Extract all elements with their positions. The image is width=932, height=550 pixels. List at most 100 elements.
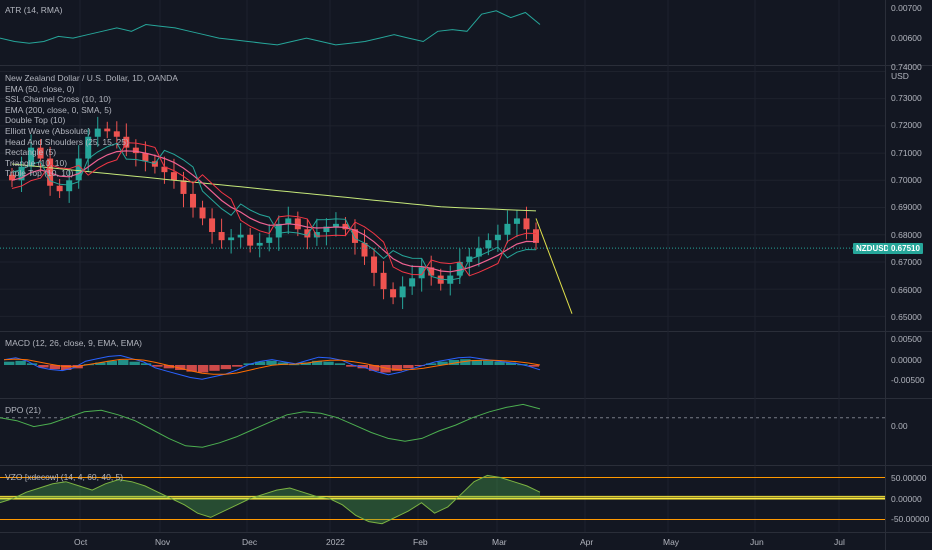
candle-body <box>18 166 25 181</box>
macd-histogram-bar <box>414 365 425 366</box>
candle-body <box>285 218 292 224</box>
time-axis-label: Feb <box>413 537 428 547</box>
dpo-label[interactable]: DPO (21) <box>5 405 41 415</box>
candle-body <box>294 218 301 230</box>
macd-histogram-bar <box>425 363 437 365</box>
indicator-label[interactable]: Triangle (10, 10) <box>5 157 68 168</box>
candle-body <box>332 223 339 227</box>
indicator-label[interactable]: EMA (50, close, 0) <box>5 83 75 94</box>
macd-histogram-bar <box>266 360 277 365</box>
vzo-area <box>0 475 540 524</box>
price-axis-separator <box>885 0 886 550</box>
indicator-label[interactable]: EMA (200, close, 0, SMA, 5) <box>5 104 112 115</box>
candle-body <box>37 147 44 159</box>
candle-body <box>161 166 168 173</box>
macd-histogram-bar <box>61 365 72 370</box>
candle-body <box>533 229 539 243</box>
candle-body <box>247 234 254 246</box>
atr-line <box>0 10 541 46</box>
ema200-line <box>11 163 537 212</box>
projection-line <box>535 218 573 314</box>
macd-histogram-bar <box>15 360 26 365</box>
macd-histogram-bar <box>403 365 414 369</box>
candle-body <box>170 172 177 181</box>
candle-body <box>513 218 520 224</box>
price-axis-label: 0.65000 <box>891 312 922 322</box>
macd-histogram-bar <box>175 365 186 370</box>
macd-pane-separator <box>0 331 932 332</box>
time-axis-label: 2022 <box>326 537 345 547</box>
candle-body <box>409 278 416 287</box>
candle-body <box>237 234 244 238</box>
time-axis-label: Mar <box>492 537 507 547</box>
macd-histogram-bar <box>494 361 505 365</box>
vzo-legend[interactable]: VZO [xdecow] (14, 4, 60, 40, 5) <box>5 472 123 483</box>
macd-histogram-bar <box>471 360 482 365</box>
macd-label[interactable]: MACD (12, 26, close, 9, EMA, EMA) <box>5 338 142 348</box>
candle-body <box>475 248 482 257</box>
currency-label: USD <box>891 71 909 81</box>
macd-histogram-bar <box>254 361 266 365</box>
dpo-legend[interactable]: DPO (21) <box>5 405 41 416</box>
price-axis-label: 0.71000 <box>891 148 922 158</box>
macd-histogram-bar <box>26 363 38 365</box>
indicator-label[interactable]: Elliott Wave (Absolute) <box>5 125 91 136</box>
macd-histogram-bar <box>334 363 346 365</box>
macd-histogram-bar <box>460 359 471 365</box>
time-axis-label: Jun <box>750 537 764 547</box>
indicator-label[interactable]: SSL Channel Cross (10, 10) <box>5 94 111 105</box>
macd-histogram-bar <box>437 361 448 365</box>
time-axis-label: Oct <box>74 537 88 547</box>
candle-body <box>228 237 235 241</box>
macd-histogram-bar <box>220 365 232 370</box>
price-axis-label: 0.67000 <box>891 257 922 267</box>
candle-body <box>380 272 387 290</box>
macd-histogram-bar <box>346 365 357 367</box>
candle-body <box>351 229 358 243</box>
macd-histogram-bar <box>118 360 129 365</box>
symbol-title[interactable]: New Zealand Dollar / U.S. Dollar, 1D, OA… <box>5 73 178 83</box>
macd-histogram-bar <box>368 365 380 371</box>
candle-body <box>142 153 149 162</box>
macd-histogram-bar <box>277 362 289 365</box>
macd-histogram-bar <box>528 365 539 367</box>
last-price-tag[interactable]: 0.67510 <box>888 243 923 254</box>
indicator-label[interactable]: Head And Shoulders (25, 15, 25) <box>5 136 129 147</box>
dpo-line <box>0 403 541 448</box>
vzo-line <box>0 474 541 525</box>
vzo-axis-label: 50.00000 <box>891 473 927 483</box>
indicator-label[interactable]: Double Top (10) <box>5 115 66 126</box>
candle-body <box>428 267 435 276</box>
price-axis-label: 0.72000 <box>891 120 922 130</box>
macd-histogram-bar <box>186 365 197 372</box>
time-axis-separator <box>0 532 932 533</box>
candle-body <box>504 223 511 235</box>
main-legend[interactable]: New Zealand Dollar / U.S. Dollar, 1D, OA… <box>5 73 178 179</box>
macd-histogram-bar <box>4 361 15 365</box>
candle-body <box>75 158 82 181</box>
ssl-down-line <box>11 142 537 277</box>
candle-body <box>418 267 425 279</box>
vzo-label[interactable]: VZO [xdecow] (14, 4, 60, 40, 5) <box>5 472 124 482</box>
macd-legend[interactable]: MACD (12, 26, close, 9, EMA, EMA) <box>5 338 142 349</box>
macd-histogram-bar <box>129 361 140 365</box>
candle-body <box>85 136 92 159</box>
symbol-tag[interactable]: NZDUSD <box>853 243 893 254</box>
candle-body <box>47 158 54 186</box>
indicator-label[interactable]: Triple Top (10, 10) <box>5 168 74 179</box>
candle-body <box>313 232 320 238</box>
time-axis-label: Apr <box>580 537 594 547</box>
candle-body <box>361 242 368 257</box>
candle-body <box>9 174 15 181</box>
price-axis-label: 0.69000 <box>891 202 922 212</box>
indicator-label[interactable]: Rectangle (5) <box>5 147 57 158</box>
macd-histogram-bar <box>232 365 243 367</box>
candle-body <box>437 275 444 284</box>
signal-line <box>3 358 541 375</box>
candle-body <box>485 240 492 249</box>
atr-legend[interactable]: ATR (14, RMA) <box>5 5 62 16</box>
candle-body <box>56 185 63 192</box>
macd-histogram-bar <box>357 365 368 369</box>
atr-label[interactable]: ATR (14, RMA) <box>5 5 63 15</box>
